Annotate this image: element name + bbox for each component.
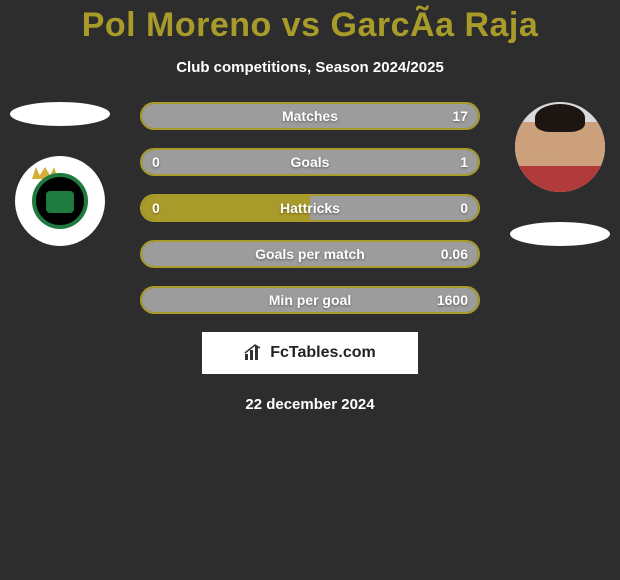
right-player-name-ellipse xyxy=(510,222,610,246)
comparison-area: Matches 17 0 Goals 1 0 Hattricks 0 Goals per mat… xyxy=(0,102,620,314)
stat-label: Goals xyxy=(291,154,330,170)
stat-value-right: 0.06 xyxy=(441,246,468,262)
date-text: 22 december 2024 xyxy=(0,396,620,413)
stat-value-right: 17 xyxy=(452,108,468,124)
stat-value-right: 1600 xyxy=(437,292,468,308)
avatar-hair xyxy=(535,104,585,132)
stat-row: Min per goal 1600 xyxy=(140,286,480,314)
stat-row: Matches 17 xyxy=(140,102,480,130)
stat-row: 0 Hattricks 0 xyxy=(140,194,480,222)
stat-value-right: 1 xyxy=(460,154,468,170)
right-player-column xyxy=(510,102,610,246)
crest-icon xyxy=(32,173,88,229)
stat-value-left: 0 xyxy=(152,200,160,216)
right-player-avatar xyxy=(515,102,605,192)
left-player-column xyxy=(10,102,110,246)
stat-label: Goals per match xyxy=(255,246,365,262)
stat-label: Min per goal xyxy=(269,292,351,308)
avatar-jersey xyxy=(515,166,605,192)
branding-box: FcTables.com xyxy=(202,332,418,374)
page-title: Pol Moreno vs GarcÃ­a Raja xyxy=(0,0,620,45)
stat-row: Goals per match 0.06 xyxy=(140,240,480,268)
stat-bars: Matches 17 0 Goals 1 0 Hattricks 0 Goals per mat… xyxy=(140,102,480,314)
left-club-crest xyxy=(15,156,105,246)
stat-row: 0 Goals 1 xyxy=(140,148,480,176)
stat-value-left: 0 xyxy=(152,154,160,170)
stat-value-right: 0 xyxy=(460,200,468,216)
stat-label: Matches xyxy=(282,108,338,124)
stat-label: Hattricks xyxy=(280,200,340,216)
branding-text: FcTables.com xyxy=(270,344,376,362)
subtitle: Club competitions, Season 2024/2025 xyxy=(0,59,620,76)
bar-chart-icon xyxy=(244,344,264,362)
left-player-name-ellipse xyxy=(10,102,110,126)
